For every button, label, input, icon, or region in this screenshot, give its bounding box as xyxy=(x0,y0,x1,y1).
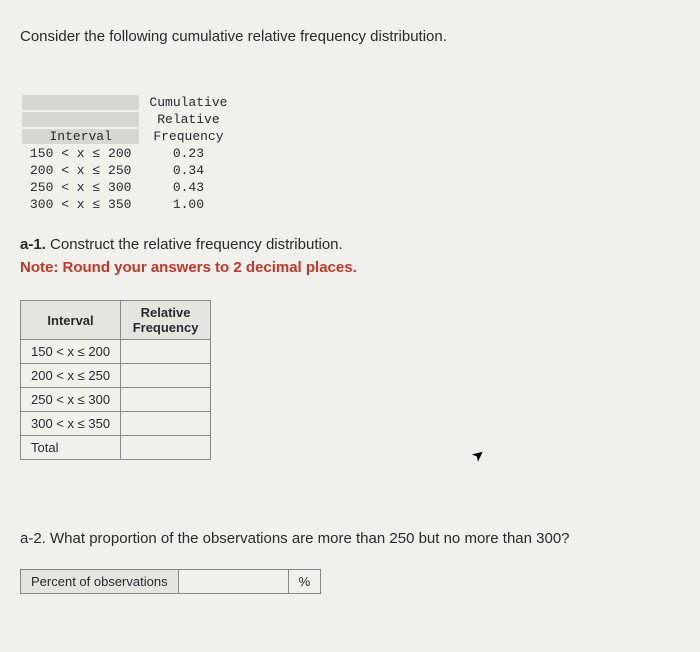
a1-text: Construct the relative frequency distrib… xyxy=(46,236,343,253)
table-row: 250 < x ≤ 300 xyxy=(21,388,211,412)
ans-interval: 300 < x ≤ 350 xyxy=(21,412,121,436)
rf-input[interactable] xyxy=(121,436,211,460)
crf-header-l1: Cumulative xyxy=(141,95,235,110)
cum-row-interval: 150 < x ≤ 200 xyxy=(22,146,139,161)
cum-row-value: 0.23 xyxy=(141,146,235,161)
percent-table: Percent of observations % xyxy=(20,569,321,594)
pct-input[interactable] xyxy=(178,570,288,594)
cum-row-value: 1.00 xyxy=(141,197,235,212)
a1-note: Note: Round your answers to 2 decimal pl… xyxy=(20,259,680,276)
ans-interval-header: Interval xyxy=(21,301,121,340)
ans-interval: 200 < x ≤ 250 xyxy=(21,364,121,388)
crf-header-l2: Relative xyxy=(141,112,235,127)
ans-rf-header: RelativeFrequency xyxy=(121,301,211,340)
crf-header-l3: Frequency xyxy=(141,129,235,144)
pct-label: Percent of observations xyxy=(21,570,179,594)
cum-row-value: 0.43 xyxy=(141,180,235,195)
intro-text: Consider the following cumulative relati… xyxy=(20,28,680,45)
table-row: Total xyxy=(21,436,211,460)
a1-prefix: a-1. xyxy=(20,236,46,253)
ans-interval: 150 < x ≤ 200 xyxy=(21,340,121,364)
cum-row-value: 0.34 xyxy=(141,163,235,178)
a1-question: a-1. Construct the relative frequency di… xyxy=(20,236,680,253)
rf-input[interactable] xyxy=(121,388,211,412)
table-row: 200 < x ≤ 250 xyxy=(21,364,211,388)
pct-unit: % xyxy=(288,570,321,594)
a2-question: a-2. What proportion of the observations… xyxy=(20,530,680,547)
interval-header: Interval xyxy=(22,129,139,144)
cumulative-table: Cumulative Relative Interval Frequency 1… xyxy=(20,63,237,214)
ans-interval: 250 < x ≤ 300 xyxy=(21,388,121,412)
a2-prefix: a-2. xyxy=(20,530,46,547)
answer-table: Interval RelativeFrequency 150 < x ≤ 200… xyxy=(20,300,211,460)
ans-interval: Total xyxy=(21,436,121,460)
cum-row-interval: 250 < x ≤ 300 xyxy=(22,180,139,195)
table-row: 300 < x ≤ 350 xyxy=(21,412,211,436)
rf-input[interactable] xyxy=(121,340,211,364)
cursor-icon: ➤ xyxy=(468,444,489,466)
table-row: 150 < x ≤ 200 xyxy=(21,340,211,364)
rf-input[interactable] xyxy=(121,364,211,388)
rf-input[interactable] xyxy=(121,412,211,436)
a2-text: What proportion of the observations are … xyxy=(46,530,570,547)
cum-row-interval: 200 < x ≤ 250 xyxy=(22,163,139,178)
cum-row-interval: 300 < x ≤ 350 xyxy=(22,197,139,212)
